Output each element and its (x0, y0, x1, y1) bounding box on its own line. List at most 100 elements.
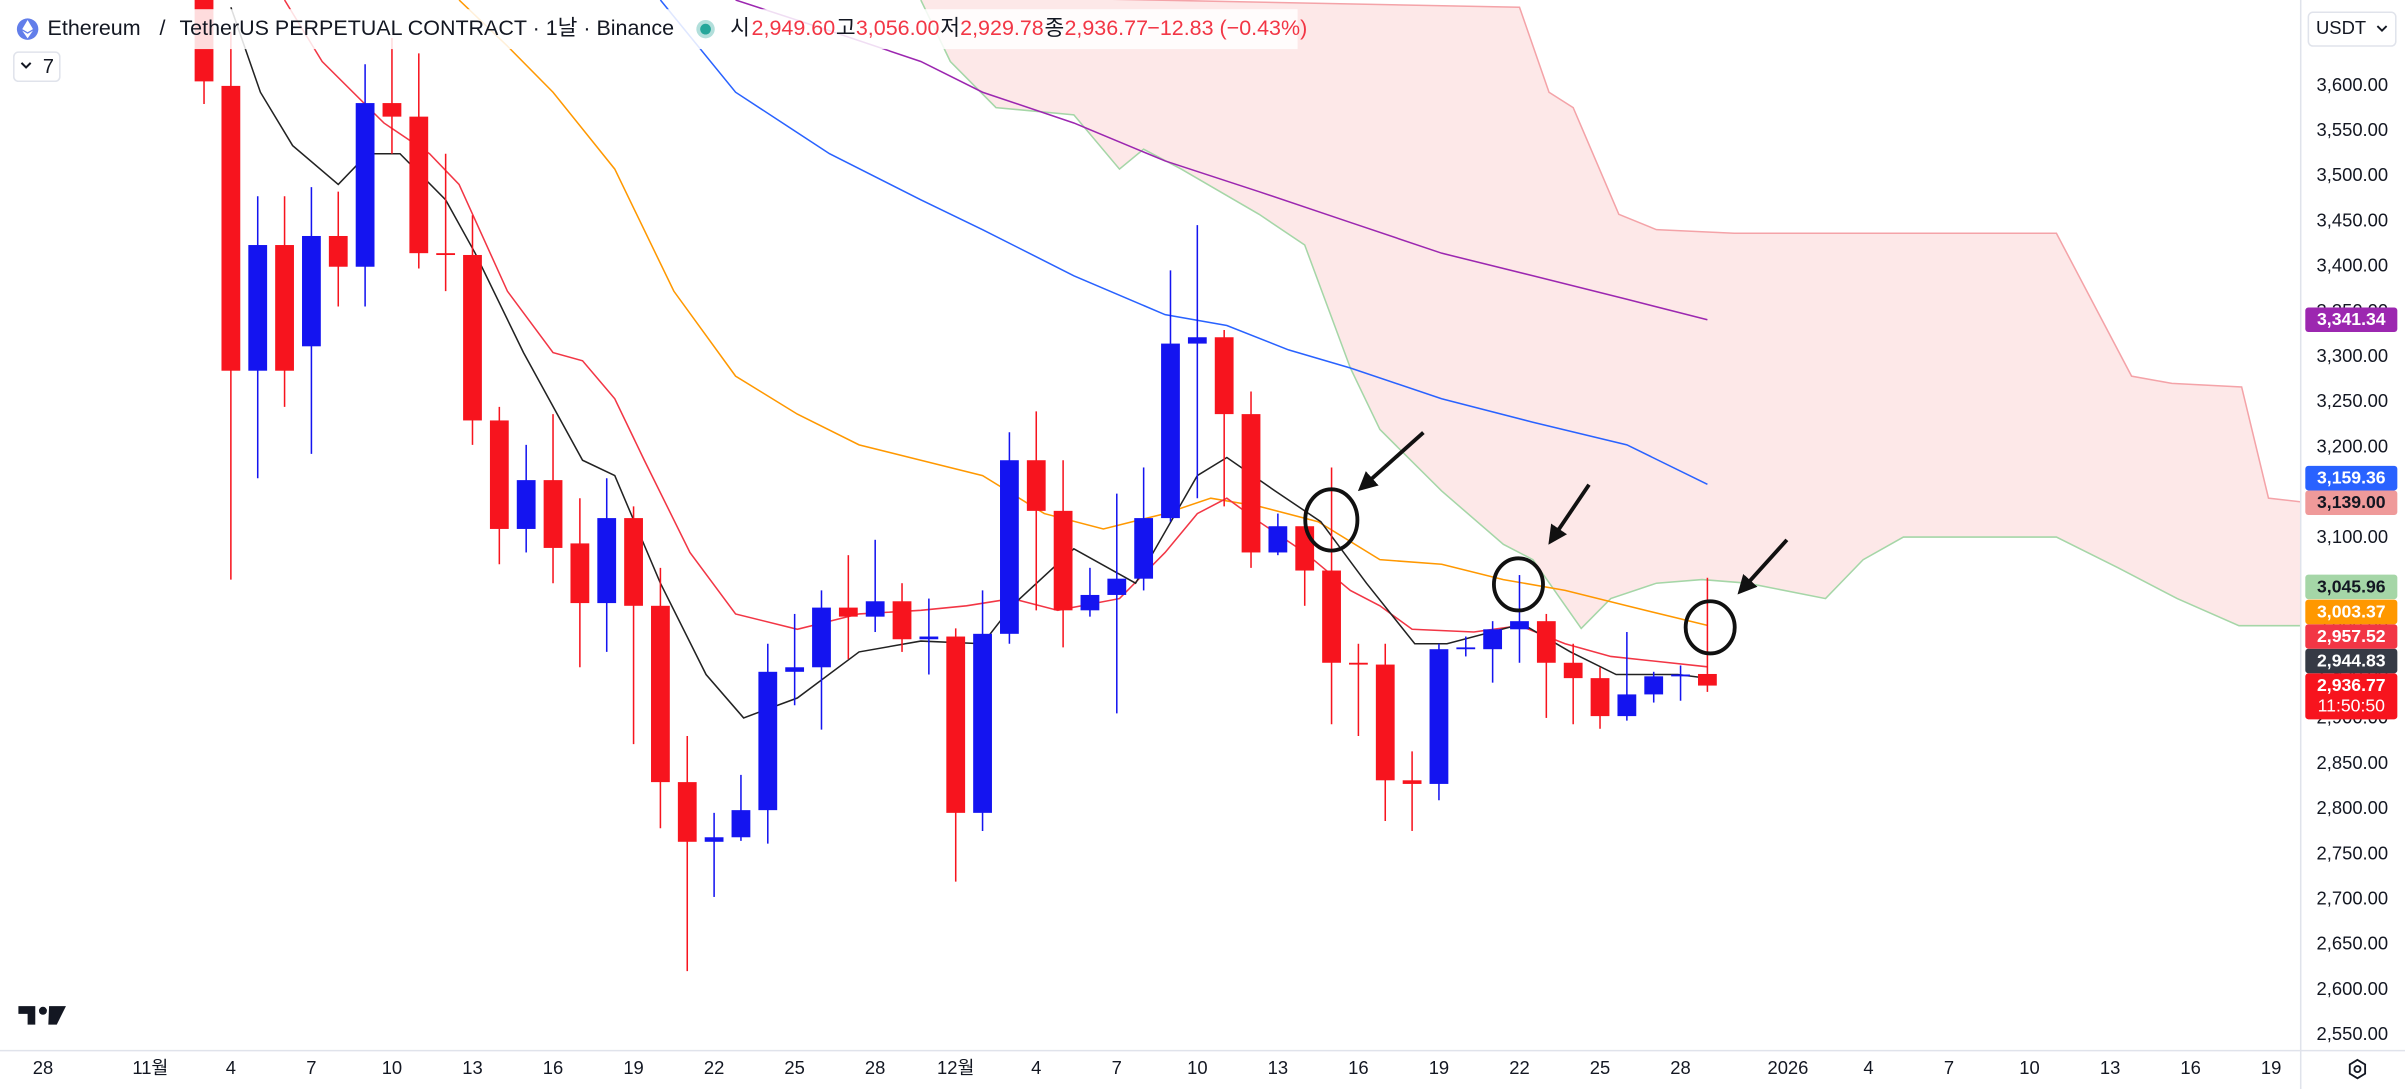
logo-part (48, 1006, 66, 1025)
x-tick-label: 7 (306, 1057, 316, 1078)
candle-body (758, 671, 778, 811)
candle-body (624, 518, 643, 606)
indicator-line (659, 0, 1708, 486)
y-tick-label: 2,700.00 (2317, 888, 2389, 909)
x-tick-label: 19 (623, 1057, 643, 1078)
x-tick-label: 2026 (1767, 1057, 1808, 1078)
candle-body (1563, 662, 1583, 679)
x-tick-label: 28 (865, 1057, 885, 1078)
candle-body (1214, 337, 1234, 415)
ichimoku-cloud (920, 0, 2301, 629)
price-tag-label: 3,159.36 (2317, 468, 2386, 488)
candle-body (436, 253, 456, 256)
annotation-circle (1492, 556, 1545, 613)
tradingview-logo[interactable] (18, 1006, 66, 1025)
settings-icon[interactable] (2348, 1058, 2367, 1080)
candle-body (1268, 526, 1288, 553)
icon-part (2353, 1065, 2362, 1074)
indicator-line (735, 0, 1708, 321)
price-tag (2305, 673, 2398, 720)
chevron (20, 62, 32, 69)
icon-part (2348, 1058, 2367, 1080)
ohlc-key: 고 (836, 16, 856, 40)
price-change: −12.83 (−0.43%) (1147, 16, 1307, 40)
candle-body (1053, 510, 1073, 611)
chevron (2376, 25, 2388, 32)
candle-body (409, 116, 429, 254)
candle-body (919, 636, 939, 640)
price-tag-label: 2,936.77 (2317, 675, 2386, 695)
ohlc-value: 2,929.78 (960, 16, 1044, 40)
candle-body (892, 601, 912, 640)
bar-countdown: 11:50:50 (2318, 696, 2385, 716)
x-tick-label: 25 (784, 1057, 804, 1078)
y-tick-label: 2,650.00 (2317, 933, 2389, 954)
market-status[interactable] (700, 23, 711, 35)
price-tag (2305, 465, 2398, 491)
price-tag (2305, 599, 2398, 625)
ohlc-key: 저 (940, 16, 960, 40)
candle-body (1080, 594, 1100, 611)
candle-body (275, 245, 294, 371)
candle-body (973, 633, 992, 813)
price-tag (2305, 648, 2398, 674)
candle-body (302, 235, 321, 347)
axes: 28 11월 4 7 10 13 16 19 22 25 28 12월 4 7 10 13 16 19 22 25 28… (33, 74, 2398, 1078)
candle-body (1510, 621, 1529, 630)
price-tag (2305, 490, 2398, 515)
candle-body (1134, 518, 1154, 579)
ohlc-value: 3,056.00 (856, 16, 940, 40)
candle-body (489, 420, 509, 529)
candle-body (1590, 678, 1610, 717)
candle-body (651, 605, 670, 783)
y-tick-label: 2,550.00 (2317, 1023, 2389, 1044)
annotation-arrow (1548, 483, 1591, 545)
candle-body (328, 235, 348, 267)
candle-body (1536, 621, 1556, 663)
indicator-line (283, 0, 1708, 668)
candle-body (516, 480, 536, 529)
x-tick-label: 10 (382, 1057, 402, 1078)
candle-body (382, 103, 402, 117)
y-tick-label: 3,400.00 (2317, 255, 2389, 276)
candle-body (1107, 578, 1127, 595)
candle-body (1187, 337, 1207, 344)
x-tick-label: 11월 (132, 1057, 168, 1078)
symbol[interactable]: Ethereum (48, 16, 141, 40)
currency-select[interactable] (2307, 11, 2397, 47)
candle-body (1026, 460, 1046, 511)
x-tick-label: 19 (1429, 1057, 1449, 1078)
candle-body (597, 518, 617, 604)
x-tick-label: 4 (1863, 1057, 1873, 1078)
candle-body (463, 254, 482, 421)
candle-body (1375, 664, 1395, 781)
candle-body (1698, 673, 1717, 686)
ohlc-value: 2,936.77 (1064, 16, 1148, 40)
annotation-arrow (1357, 431, 1425, 492)
candle-body (570, 543, 590, 604)
x-tick-label: 28 (33, 1057, 53, 1078)
x-tick-label: 10 (1187, 1057, 1207, 1078)
y-tick-label: 3,300.00 (2317, 345, 2389, 366)
candle-body (946, 636, 966, 813)
x-tick-label: 19 (2261, 1057, 2281, 1078)
candle-body (1617, 694, 1637, 717)
x-tick-label: 7 (1112, 1057, 1122, 1078)
x-tick-label: 22 (1509, 1057, 1529, 1078)
x-tick-label: 4 (226, 1057, 236, 1078)
candle-body (865, 601, 885, 617)
candle-body (812, 607, 831, 668)
cloud-edge (1112, 0, 2301, 503)
y-tick-label: 3,500.00 (2317, 164, 2389, 185)
price-tag-label: 3,341.34 (2317, 309, 2386, 329)
ohlc-key: 종 (1045, 16, 1065, 40)
cloud-edge (920, 0, 2301, 630)
logo-part (38, 1006, 47, 1015)
candle-body (1322, 570, 1341, 663)
contract-name[interactable]: TetherUS PERPETUAL CONTRACT · 1날 · Binan… (179, 16, 674, 40)
y-tick-label: 3,200.00 (2317, 435, 2389, 456)
x-tick-label: 16 (2180, 1057, 2200, 1078)
indicators-toggle[interactable] (13, 51, 61, 83)
header: Ethereum / TetherUS PERPETUAL CONTRACT ·… (9, 9, 2397, 83)
